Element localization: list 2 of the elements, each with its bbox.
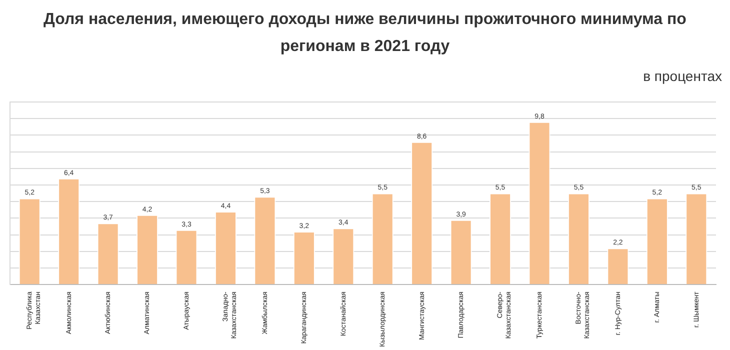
chart-title: Доля населения, имеющего доходы ниже величины прожиточного минимума по регионам в 2021 году [42, 10, 688, 57]
chart-subtitle: в процентах [643, 68, 722, 84]
